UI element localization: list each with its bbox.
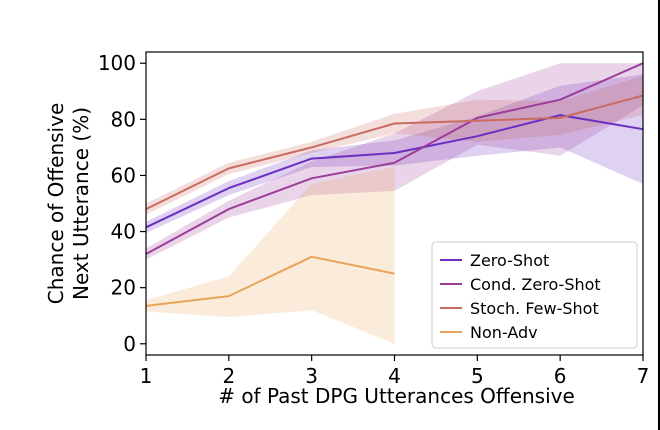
y-axis: 0 20 40 60 80 100 <box>98 51 146 356</box>
x-tick-label-0: 1 <box>140 364 153 388</box>
y-tick-label-0: 0 <box>123 332 136 356</box>
y-axis-label: Chance of Offensive Next Utterance (%) <box>44 103 93 304</box>
legend-box <box>431 241 638 349</box>
x-axis: 1 2 3 4 5 6 7 <box>140 355 650 388</box>
legend-label-0: Zero-Shot <box>470 251 549 270</box>
x-tick-label-5: 6 <box>554 364 567 388</box>
y-axis-label-line-2: Next Utterance (%) <box>69 107 93 300</box>
legend-label-2: Stoch. Few-Shot <box>470 299 599 318</box>
y-axis-label-line-1: Chance of Offensive <box>44 103 68 304</box>
x-tick-label-4: 5 <box>471 364 484 388</box>
y-tick-label-3: 60 <box>111 163 136 187</box>
y-tick-label-2: 40 <box>111 220 136 244</box>
band-2 <box>146 75 643 215</box>
x-tick-label-1: 2 <box>222 364 235 388</box>
band-1 <box>146 63 643 260</box>
series-line-1 <box>145 62 644 255</box>
x-tick-label-3: 4 <box>388 364 401 388</box>
series-lines <box>145 62 644 307</box>
x-tick-label-6: 7 <box>637 364 650 388</box>
legend: Zero-Shot Cond. Zero-Shot Stoch. Few-Shot N… <box>431 241 638 349</box>
right-edge-border <box>658 0 660 430</box>
x-tick-label-2: 3 <box>305 364 318 388</box>
series-line-3 <box>145 255 395 307</box>
y-tick-label-4: 80 <box>111 107 136 131</box>
band-3 <box>146 167 395 344</box>
y-tick-label-1: 20 <box>111 276 136 300</box>
y-tick-label-5: 100 <box>98 51 136 75</box>
series-line-0 <box>145 114 644 229</box>
legend-label-3: Non-Adv <box>470 323 538 342</box>
x-axis-label: # of Past DPG Utterances Offensive <box>218 384 575 408</box>
legend-label-1: Cond. Zero-Shot <box>470 275 601 294</box>
series-line-2 <box>145 94 644 210</box>
